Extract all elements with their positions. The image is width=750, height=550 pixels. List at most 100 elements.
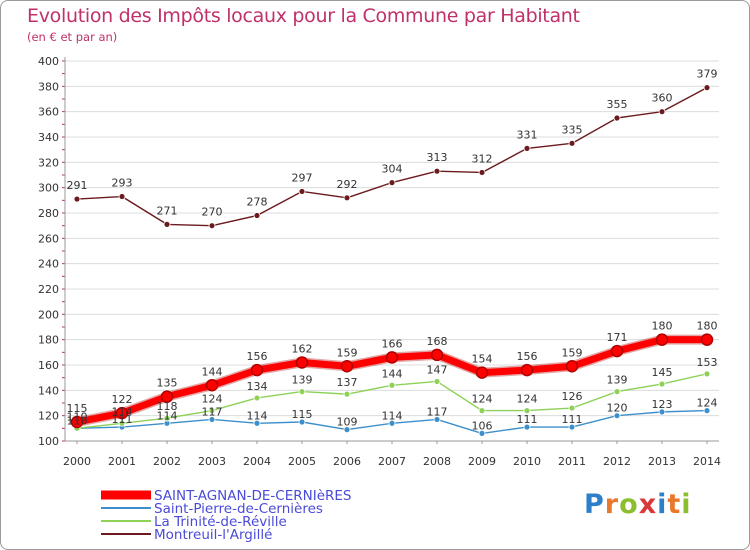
data-label: 360 xyxy=(652,92,673,105)
data-point xyxy=(703,407,711,415)
data-point xyxy=(298,188,306,195)
data-label: 117 xyxy=(202,405,223,418)
data-point xyxy=(433,378,441,385)
data-label: 114 xyxy=(382,409,403,422)
data-point xyxy=(208,416,216,423)
data-point xyxy=(163,414,171,422)
data-label: 126 xyxy=(562,390,583,403)
data-label: 137 xyxy=(337,376,358,389)
y-tick-label: 180 xyxy=(38,334,59,347)
data-point xyxy=(118,193,126,200)
data-point xyxy=(613,114,621,122)
x-tick-label: 2001 xyxy=(108,455,136,468)
data-point xyxy=(568,423,576,431)
data-point xyxy=(385,351,399,364)
data-point xyxy=(433,416,441,423)
logo-letter: o xyxy=(619,489,639,520)
data-label: 312 xyxy=(472,152,493,165)
x-tick-label: 2002 xyxy=(153,455,181,468)
data-label: 159 xyxy=(562,346,583,359)
logo-letter: i xyxy=(681,489,692,520)
data-label: 139 xyxy=(292,374,313,387)
logo-letter: r xyxy=(604,489,620,520)
data-point xyxy=(208,407,216,415)
legend-label: SAINT-AGNAN-DE-CERNIèRES xyxy=(154,488,351,504)
data-point xyxy=(610,344,624,358)
data-label: 313 xyxy=(427,151,448,164)
y-tick-label: 360 xyxy=(38,106,59,119)
y-tick-label: 380 xyxy=(38,80,59,93)
data-point xyxy=(703,370,711,378)
data-label: 114 xyxy=(247,409,268,422)
data-label: 168 xyxy=(427,335,448,348)
data-label: 304 xyxy=(382,163,403,176)
x-tick-label: 2008 xyxy=(423,455,451,468)
data-point xyxy=(388,179,396,187)
data-label: 147 xyxy=(427,363,448,376)
y-tick-label: 280 xyxy=(38,207,59,220)
data-label: 270 xyxy=(202,206,223,219)
data-point xyxy=(568,404,576,412)
data-label: 331 xyxy=(517,128,538,141)
data-label: 379 xyxy=(697,68,718,81)
data-point xyxy=(520,363,534,377)
data-label: 156 xyxy=(517,350,538,363)
data-point xyxy=(295,356,309,369)
data-label: 122 xyxy=(112,393,133,406)
data-point xyxy=(70,415,84,429)
data-label: 120 xyxy=(607,402,628,415)
y-tick-label: 400 xyxy=(38,55,59,68)
data-point xyxy=(433,167,441,175)
x-tick-label: 2009 xyxy=(468,455,496,468)
data-label: 114 xyxy=(112,405,133,418)
data-point xyxy=(658,108,666,116)
data-point xyxy=(118,419,126,427)
y-tick-label: 140 xyxy=(38,384,59,397)
data-label: 117 xyxy=(427,405,448,418)
data-point xyxy=(388,419,396,427)
data-point xyxy=(160,390,174,403)
data-point xyxy=(343,390,351,398)
data-label: 180 xyxy=(697,320,718,333)
data-label: 162 xyxy=(292,342,313,355)
data-point xyxy=(205,379,219,392)
data-point xyxy=(613,412,621,420)
data-label: 144 xyxy=(382,367,403,380)
data-point xyxy=(700,333,714,346)
data-point xyxy=(298,388,306,396)
data-label: 278 xyxy=(247,196,268,209)
legend-label: Montreuil-l'Argillé xyxy=(154,527,272,543)
logo-letter: t xyxy=(667,489,682,520)
y-tick-label: 340 xyxy=(38,131,59,144)
data-label: 134 xyxy=(247,380,268,393)
x-tick-label: 2006 xyxy=(333,455,361,468)
y-tick-label: 100 xyxy=(38,435,59,448)
legend-label: La Trinité-de-Réville xyxy=(154,514,287,530)
data-point xyxy=(340,360,354,373)
data-point xyxy=(565,360,579,373)
data-point xyxy=(388,381,396,389)
data-label: 115 xyxy=(67,402,88,415)
data-label: 111 xyxy=(517,413,538,426)
data-label: 292 xyxy=(337,178,358,191)
data-label: 139 xyxy=(607,374,628,387)
data-label: 110 xyxy=(67,414,88,427)
logo-letter: i xyxy=(657,489,668,520)
logo-letter: x xyxy=(638,489,658,520)
data-point xyxy=(253,394,261,402)
data-point xyxy=(523,407,531,415)
legend-label: Saint-Pierre-de-Cernières xyxy=(154,501,323,517)
data-point xyxy=(208,222,216,230)
data-label: 106 xyxy=(472,419,493,432)
data-label: 297 xyxy=(292,171,313,184)
x-tick-label: 2012 xyxy=(603,455,631,468)
data-point xyxy=(658,380,666,388)
y-tick-label: 120 xyxy=(38,410,59,423)
y-tick-label: 160 xyxy=(38,359,59,372)
data-label: 124 xyxy=(472,393,493,406)
data-label: 156 xyxy=(247,350,268,363)
data-point xyxy=(343,194,351,202)
x-tick-label: 2004 xyxy=(243,455,271,468)
data-point xyxy=(115,406,129,420)
